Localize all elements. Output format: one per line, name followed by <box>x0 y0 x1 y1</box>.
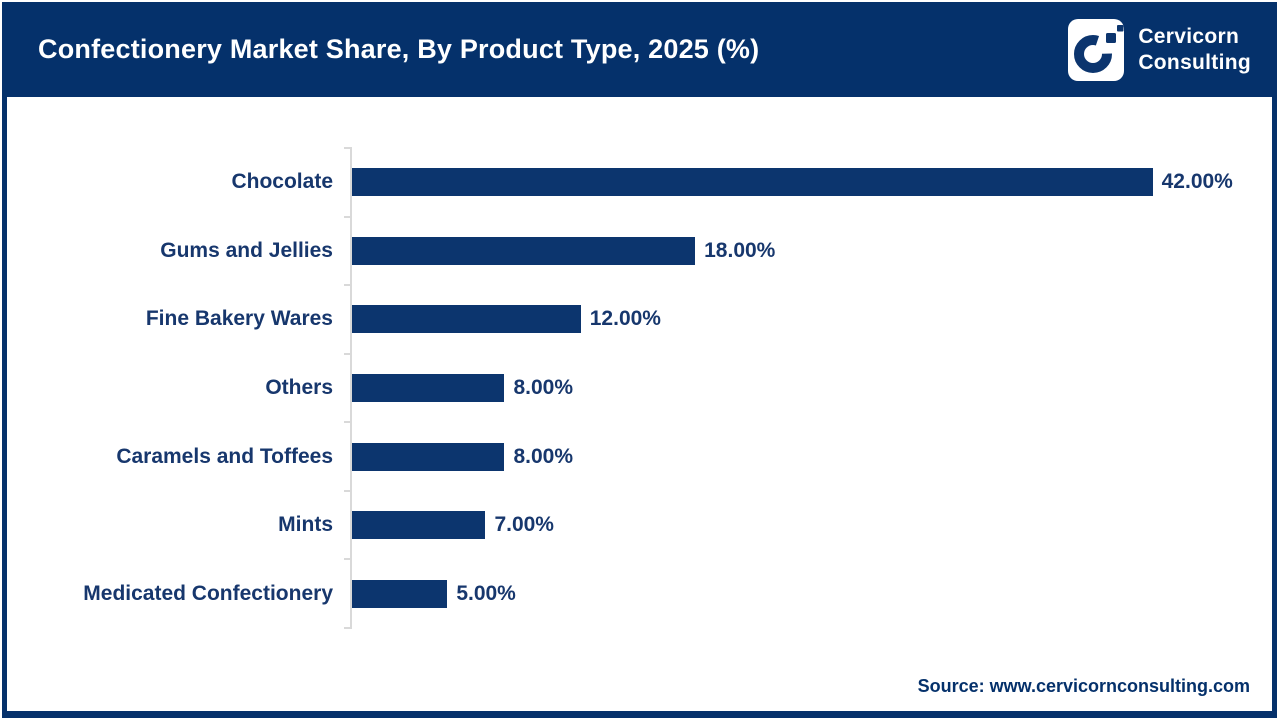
header-bar: Confectionery Market Share, By Product T… <box>2 2 1277 97</box>
bar <box>352 373 505 402</box>
bar-cell: 8.00% <box>350 353 1267 423</box>
value-label: 8.00% <box>513 444 574 468</box>
brand-name-line2: Consulting <box>1138 50 1251 74</box>
chart-row: Medicated Confectionery 5.00% <box>7 558 1272 628</box>
brand-name-line1: Cervicorn <box>1138 24 1240 48</box>
category-label: Medicated Confectionery <box>83 581 333 605</box>
chart-title: Confectionery Market Share, By Product T… <box>38 34 760 64</box>
chart-row: Fine Bakery Wares 12.00% <box>7 284 1272 354</box>
category-label: Mints <box>278 513 333 537</box>
category-label: Caramels and Toffees <box>116 444 333 468</box>
bar <box>352 305 581 334</box>
value-label: 42.00% <box>1161 170 1233 194</box>
value-label: 5.00% <box>456 581 516 605</box>
bar-cell: 12.00% <box>350 285 1267 354</box>
bar-cell: 8.00% <box>350 422 1267 491</box>
chart-row: Caramels and Toffees 8.00% <box>7 421 1272 491</box>
value-label: 7.00% <box>494 513 554 537</box>
bar-cell: 42.00% <box>350 148 1267 217</box>
value-label: 18.00% <box>704 238 776 262</box>
chart-row: Others 8.00% <box>7 352 1272 423</box>
category-label: Others <box>265 375 333 399</box>
bar <box>352 511 486 540</box>
bar <box>352 442 505 471</box>
value-label: 8.00% <box>513 375 574 399</box>
brand: Cervicorn Consulting <box>1068 18 1251 81</box>
chart-row: Chocolate 42.00% <box>7 147 1272 217</box>
value-label: 12.00% <box>589 307 661 331</box>
bar-rows: Chocolate 42.00% Gums and Jellies 18.00%… <box>7 147 1272 629</box>
bar-cell: 5.00% <box>350 559 1267 628</box>
bar <box>352 236 696 265</box>
cervicorn-logo-icon <box>1068 18 1125 81</box>
bar-cell: 7.00% <box>350 490 1267 560</box>
category-label: Gums and Jellies <box>160 238 333 262</box>
chart-row: Mints 7.00% <box>7 489 1272 560</box>
source-text: Source: www.cervicornconsulting.com <box>917 676 1250 696</box>
brand-name: Cervicorn Consulting <box>1138 24 1251 76</box>
category-label: Chocolate <box>231 170 333 194</box>
chart-area: Chocolate 42.00% Gums and Jellies 18.00%… <box>2 97 1277 718</box>
chart-row: Gums and Jellies 18.00% <box>7 215 1272 286</box>
bar <box>352 579 448 608</box>
category-label: Fine Bakery Wares <box>145 307 333 331</box>
bar-cell: 18.00% <box>350 216 1267 286</box>
bar <box>352 168 1153 197</box>
